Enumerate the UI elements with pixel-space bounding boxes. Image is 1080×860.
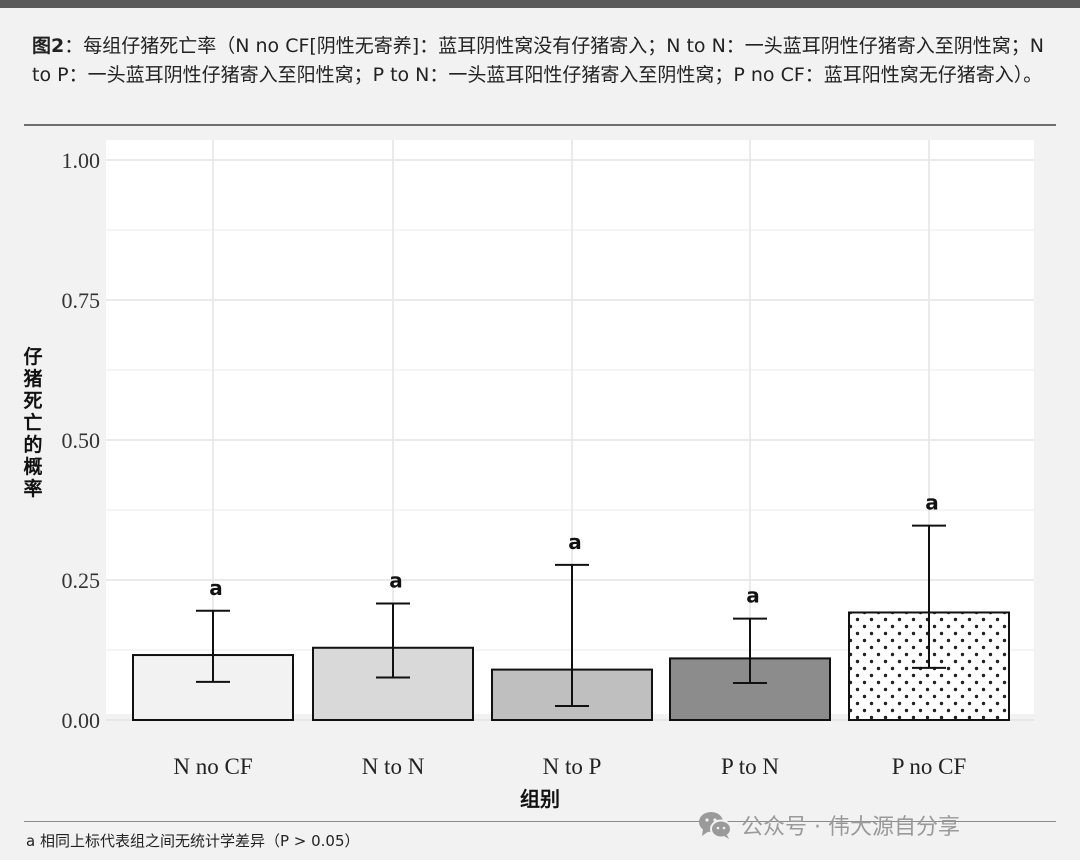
y-tick-label: 0.25 — [62, 568, 101, 593]
y-axis-label-char: 仔 — [23, 346, 43, 368]
y-axis-label-char: 的 — [23, 434, 43, 456]
plot-area: 0.00 0.25 0.50 0.75 1.00 a a a a a N no CF N to N… — [0, 126, 1080, 816]
x-tick-label: N to N — [362, 754, 425, 779]
caption-label: 图2 — [32, 35, 65, 57]
x-tick-labels: N no CF N to N N to P P to N P no CF — [173, 754, 966, 779]
significance-label: a — [568, 530, 582, 554]
x-tick-label: N to P — [543, 754, 602, 779]
error-bars — [196, 524, 946, 707]
y-axis-label-char: 概 — [23, 456, 43, 478]
significance-label: a — [746, 584, 760, 608]
y-tick-label: 0.00 — [62, 708, 101, 733]
caption-box: 图2：每组仔猪死亡率（N no CF[阴性无寄养]：蓝耳阴性窝没有仔猪寄入；N … — [0, 8, 1080, 123]
y-axis-label-char: 猪 — [23, 368, 43, 390]
watermark: 公众号 · 伟大源自分享 — [697, 808, 960, 842]
wechat-icon — [699, 812, 732, 839]
bar — [132, 654, 294, 721]
footer-divider — [24, 821, 1056, 822]
watermark-text: 公众号 · 伟大源自分享 — [741, 815, 960, 840]
y-axis-label-char: 率 — [23, 478, 43, 500]
significance-label: a — [209, 576, 223, 600]
figure-caption: 图2：每组仔猪死亡率（N no CF[阴性无寄养]：蓝耳阴性窝没有仔猪寄入；N … — [32, 32, 1047, 90]
bar-chart: 0.00 0.25 0.50 0.75 1.00 a a a a a N no CF N to N… — [62, 140, 1034, 779]
y-tick-label: 0.75 — [62, 288, 101, 313]
caption-text: ：每组仔猪死亡率（N no CF[阴性无寄养]：蓝耳阴性窝没有仔猪寄入；N to… — [32, 35, 1045, 86]
x-tick-label: P no CF — [892, 754, 967, 779]
footnote: a 相同上标代表组之间无统计学差异（P > 0.05） — [26, 832, 360, 850]
y-axis-label: 仔猪死亡的概率 — [20, 346, 46, 500]
x-tick-label: N no CF — [173, 754, 252, 779]
significance-label: a — [925, 491, 939, 515]
x-axis-label: 组别 — [520, 787, 560, 811]
significance-label: a — [389, 569, 403, 593]
y-axis-label-char: 死 — [23, 390, 43, 412]
x-tick-label: P to N — [721, 754, 779, 779]
significance-labels: a a a a a — [209, 491, 939, 608]
y-tick-label: 1.00 — [62, 148, 101, 173]
y-tick-labels: 0.00 0.25 0.50 0.75 1.00 — [62, 148, 101, 733]
y-axis-label-char: 亡 — [23, 412, 43, 434]
caption-divider — [24, 124, 1056, 126]
y-tick-label: 0.50 — [62, 428, 101, 453]
